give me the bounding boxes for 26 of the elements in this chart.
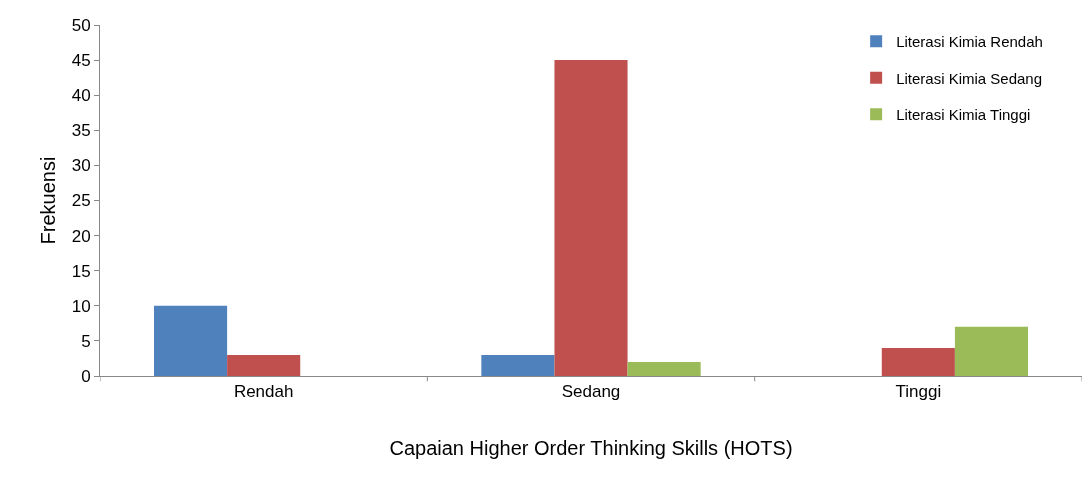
y-axis-title: Frekuensi <box>37 156 60 245</box>
y-tick-label: 25 <box>71 191 91 211</box>
y-tick-label: 30 <box>71 156 91 176</box>
legend-label: Literasi Kimia Tinggi <box>896 106 1031 124</box>
legend-label: Literasi Kimia Rendah <box>896 33 1043 51</box>
bar <box>154 305 228 376</box>
bar <box>554 60 628 376</box>
y-tick-label: 10 <box>71 296 91 316</box>
y-tick-label: 0 <box>81 366 91 386</box>
y-tick-label: 35 <box>71 121 91 141</box>
x-axis-title: Capaian Higher Order Thinking Skills (HOTS) <box>389 436 793 459</box>
x-tick-label: Tinggi <box>895 382 942 402</box>
bar <box>481 354 555 376</box>
bar <box>954 326 1028 376</box>
y-tick-label: 50 <box>71 15 91 35</box>
x-tick-label: Rendah <box>233 382 294 402</box>
y-tick-label: 20 <box>71 226 91 246</box>
legend-label: Literasi Kimia Sedang <box>896 69 1043 87</box>
y-tick-label: 5 <box>81 331 91 351</box>
y-tick-label: 40 <box>71 86 91 106</box>
x-tick-label: Sedang <box>561 382 621 402</box>
bar <box>881 347 955 376</box>
bar <box>627 361 701 376</box>
bar <box>227 354 301 376</box>
y-tick-label: 15 <box>71 261 91 281</box>
y-tick-label: 45 <box>71 51 91 71</box>
